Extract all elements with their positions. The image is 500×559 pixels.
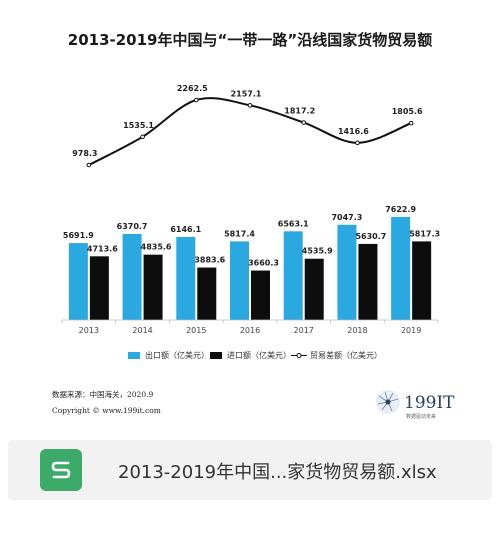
- export-value-label: 5817.4: [224, 229, 255, 238]
- import-value-label: 5630.7: [355, 232, 386, 241]
- export-bar: [337, 224, 357, 320]
- brand-logo: 199IT 数据驱动未来: [376, 390, 455, 420]
- trade-balance-point: [408, 120, 414, 126]
- export-value-label: 7622.9: [385, 205, 416, 214]
- file-attachment-card[interactable]: 2013-2019年中国...家货物贸易额.xlsx: [8, 440, 492, 500]
- import-value-label: 4835.6: [141, 243, 172, 252]
- import-bar: [89, 256, 109, 320]
- legend-swatch: [128, 352, 140, 359]
- export-value-label: 7047.3: [331, 213, 362, 222]
- import-bar: [358, 243, 378, 320]
- trade-balance-value-label: 1817.2: [284, 107, 315, 116]
- import-bar: [304, 258, 324, 320]
- export-value-label: 5691.9: [63, 231, 94, 240]
- import-value-label: 4713.6: [87, 244, 118, 253]
- export-value-label: 6563.1: [278, 219, 309, 228]
- trade-balance-point: [140, 134, 145, 140]
- dandelion-icon: [376, 390, 400, 414]
- trade-balance-value-label: 2262.5: [177, 84, 208, 93]
- trade-balance-value-label: 978.3: [72, 149, 97, 158]
- copyright-note: Copyright © www.199it.com: [52, 406, 161, 415]
- legend-label: 贸易差额（亿美元）: [310, 350, 382, 360]
- trade-balance-line-layer: 978.3 1535.1 2262.5 2157.1 1817.2 1416.6 1805.…: [72, 84, 423, 168]
- trade-balance-point: [355, 140, 360, 146]
- export-value-label: 6146.1: [170, 225, 201, 234]
- export-bar: [68, 243, 88, 320]
- file-name: 2013-2019年中国...家货物贸易额.xlsx: [118, 462, 437, 483]
- legend: 出口额（亿美元） 进口额（亿美元） 贸易差额（亿美元）: [128, 350, 382, 360]
- trade-balance-point: [86, 162, 92, 168]
- export-bar: [391, 217, 411, 320]
- trade-balance-value-label: 1805.6: [392, 107, 423, 116]
- export-bar: [230, 241, 249, 320]
- legend-marker: [296, 353, 302, 358]
- import-bar: [197, 267, 217, 320]
- source-note: 数据来源：中国海关，2020.9: [52, 389, 153, 399]
- export-bar: [283, 231, 303, 320]
- import-value-label: 3883.6: [194, 256, 225, 265]
- trade-balance-point: [193, 97, 199, 103]
- import-value-label: 4535.9: [302, 247, 333, 256]
- import-bar: [412, 241, 432, 320]
- x-tick-label: 2019: [401, 326, 421, 335]
- trade-balance-value-label: 1535.1: [123, 121, 154, 130]
- legend-label: 进口额（亿美元）: [227, 350, 291, 360]
- x-tick-label: 2017: [294, 326, 314, 335]
- bar-layer: 5691.9 4713.6 6370.7 4835.6 6146.1 3883.6 5817…: [63, 205, 440, 320]
- export-bar: [176, 236, 196, 320]
- x-tick-label: 2013: [79, 326, 99, 335]
- chart: 2013-2019年中国与“一带一路”沿线国家货物贸易额 978.3 1535.1…: [52, 31, 455, 420]
- brand-name: 199IT: [404, 393, 455, 413]
- chart-title: 2013-2019年中国与“一带一路”沿线国家货物贸易额: [68, 31, 432, 49]
- trade-balance-point: [301, 120, 307, 125]
- export-value-label: 6370.7: [117, 222, 148, 231]
- brand-tagline: 数据驱动未来: [406, 413, 436, 420]
- spreadsheet-s-icon: [40, 449, 82, 491]
- x-tick-label: 2014: [132, 326, 152, 335]
- x-tick-label: 2018: [347, 326, 367, 335]
- trade-balance-value-label: 1416.6: [338, 127, 369, 136]
- trade-balance-point: [247, 103, 253, 108]
- x-tick-label: 2015: [186, 326, 206, 335]
- export-bar: [122, 233, 142, 320]
- legend-swatch: [210, 352, 222, 359]
- import-value-label: 3660.3: [248, 259, 279, 268]
- import-bar: [143, 254, 163, 320]
- x-axis: 2013 2014 2015 2016 2017 2018 2019: [61, 319, 439, 335]
- x-tick-label: 2016: [240, 326, 260, 335]
- import-bar: [251, 270, 270, 320]
- legend-label: 出口额（亿美元）: [145, 350, 209, 360]
- trade-balance-value-label: 2157.1: [231, 89, 262, 98]
- import-value-label: 5817.3: [409, 229, 440, 238]
